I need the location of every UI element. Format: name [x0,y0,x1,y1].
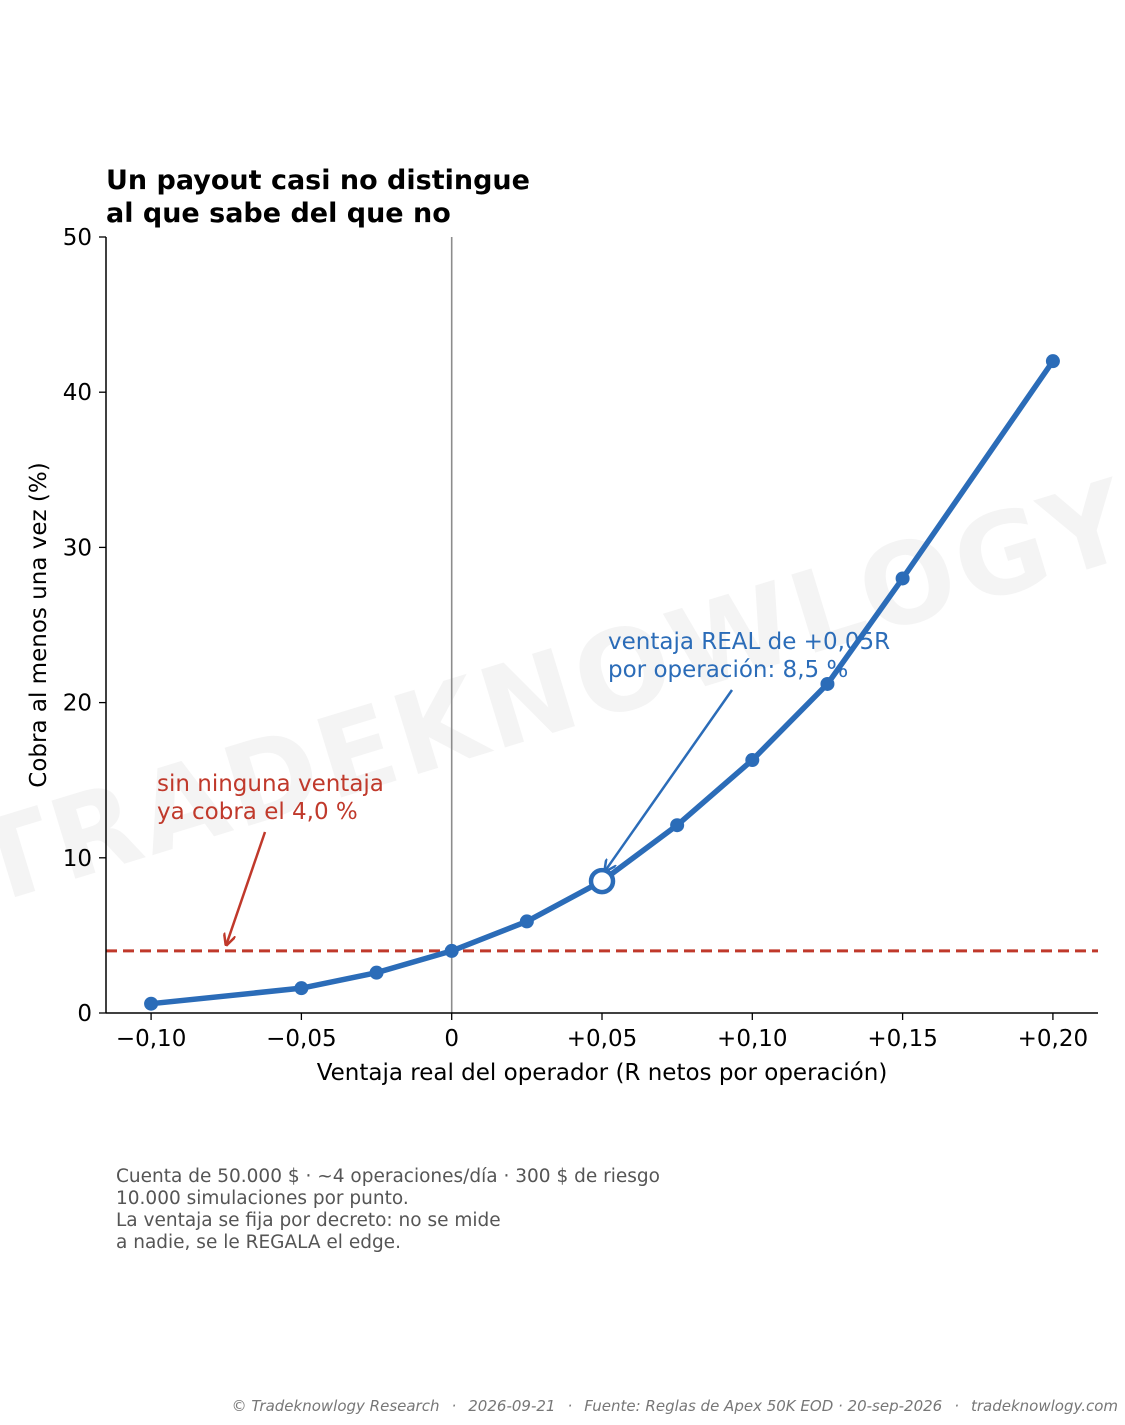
y-tick-label: 0 [77,1001,92,1027]
footer-copyright: © Tradeknowlogy Research [231,1397,440,1415]
annotation-text: ventaja REAL de +0,05R [608,629,890,655]
y-tick-label: 50 [63,225,92,251]
data-point [895,571,910,586]
data-point [519,914,534,929]
footer-site: tradeknowlogy.com [970,1397,1118,1415]
data-point [1045,354,1060,369]
x-tick-label: +0,10 [717,1026,787,1052]
x-tick-label: +0,15 [867,1026,937,1052]
data-point [144,996,159,1011]
data-point [294,981,309,996]
annotation-text: sin ninguna ventaja [157,771,384,797]
data-point [745,753,760,768]
annotation-text: por operación: 8,5 % [608,657,848,683]
x-tick-label: +0,20 [1018,1026,1088,1052]
footer-separator: · [567,1397,573,1415]
footnote: Cuenta de 50.000 $ · ~4 operaciones/día … [116,1166,660,1254]
footer-separator: · [954,1397,959,1415]
footer-source: Fuente: Reglas de Apex 50K EOD · 20-sep-… [584,1397,943,1415]
x-tick-label: −0,10 [116,1026,186,1052]
chart-title-line-1: Un payout casi no distingue [106,165,530,196]
highlighted-data-point [588,867,616,895]
data-point [369,965,384,980]
footer: © Tradeknowlogy Research · 2026-09-21 · Fuen… [232,1397,1118,1415]
chart-title: Un payout casi no distingue al que sabe … [106,164,530,230]
x-axis-label: Ventaja real del operador (R netos por o… [317,1060,888,1086]
x-tick-label: −0,05 [266,1026,336,1052]
y-axis-label: Cobra al menos una vez (%) [26,462,52,787]
footnote-line-2: 10.000 simulaciones por punto. [116,1188,409,1209]
y-tick-label: 40 [63,380,92,406]
footnote-line-1: Cuenta de 50.000 $ · ~4 operaciones/día … [116,1166,660,1187]
watermark-text: TRADEKNOWLOGY [0,455,1125,931]
y-tick-label: 20 [63,691,92,717]
annotation-arrow [226,831,267,945]
annotation-arrow [605,689,734,871]
x-tick-label: 0 [444,1026,459,1052]
footnote-line-4: a nadie, se le REGALA el edge. [116,1232,401,1253]
annotation-text: ya cobra el 4,0 % [157,799,358,825]
footer-separator: · [451,1397,457,1415]
data-point [820,676,835,691]
data-point [670,818,685,833]
footer-date: 2026-09-21 [468,1397,556,1415]
x-tick-label: +0,05 [567,1026,637,1052]
data-point [444,943,459,958]
footnote-line-3: La ventaja se fija por decreto: no se mi… [116,1210,501,1231]
y-tick-label: 30 [63,535,92,561]
y-tick-label: 10 [63,846,92,872]
chart-title-line-2: al que sabe del que no [106,198,451,229]
